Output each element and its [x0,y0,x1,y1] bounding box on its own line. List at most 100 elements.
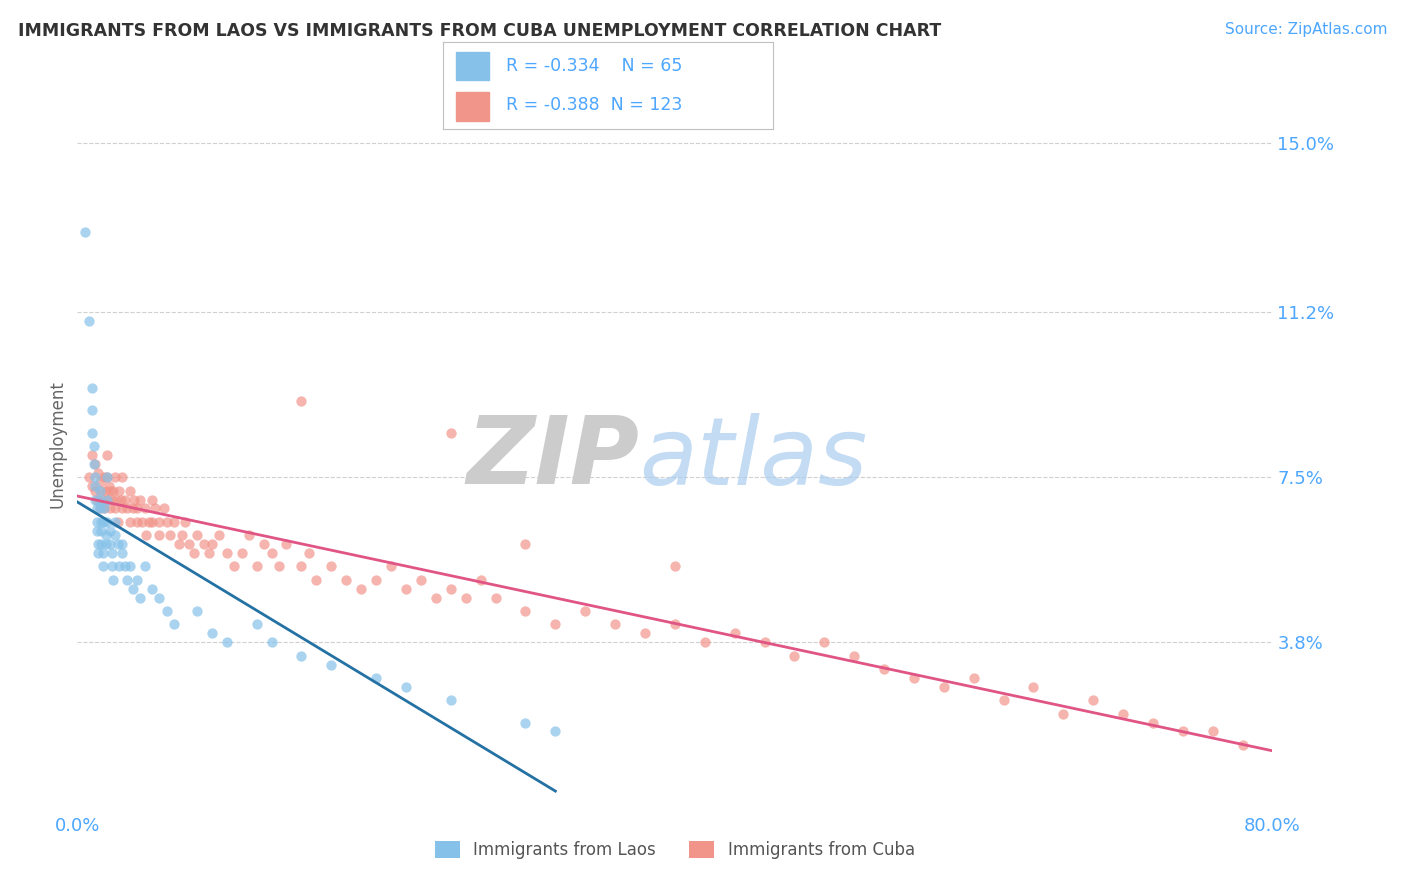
Point [111,537,134,551]
Point [544,724,567,739]
Point [84,492,107,507]
Point [515,715,537,730]
Point [141,515,163,529]
Point [174,515,197,529]
Point [86,524,108,538]
Point [89,483,111,498]
Point [98,483,121,498]
Point [96,492,118,507]
Point [231,546,253,560]
Point [107,515,129,529]
Point [84,479,107,493]
Point [94,483,117,498]
Point [380,559,402,574]
Point [83,457,105,471]
Point [98,501,121,516]
Point [873,662,896,676]
Point [104,501,127,516]
Point [83,439,105,453]
Text: Source: ZipAtlas.com: Source: ZipAtlas.com [1225,22,1388,37]
Point [515,604,537,618]
Legend: Immigrants from Laos, Immigrants from Cuba: Immigrants from Laos, Immigrants from Cu… [429,834,921,866]
Point [115,573,138,587]
Point [156,604,179,618]
Point [260,635,283,649]
Point [321,559,343,574]
Point [201,537,224,551]
Point [783,648,806,663]
Point [134,559,156,574]
Bar [456,92,489,120]
Point [1142,715,1164,730]
Point [111,501,134,516]
Point [1083,693,1105,707]
Point [903,671,925,685]
Point [90,483,112,498]
Point [82,448,104,462]
Point [183,546,205,560]
Point [108,559,131,574]
Point [79,314,101,328]
Bar [456,52,489,80]
Point [104,515,127,529]
Point [87,537,110,551]
Point [90,515,112,529]
Point [89,475,111,489]
Point [170,528,193,542]
Point [89,501,111,516]
Point [111,546,134,560]
Point [104,470,127,484]
Point [148,515,170,529]
Point [82,425,104,440]
Point [127,515,149,529]
Point [87,466,110,480]
Point [470,573,492,587]
Point [574,604,596,618]
Point [91,492,114,507]
Text: R = -0.388  N = 123: R = -0.388 N = 123 [506,96,682,114]
Point [179,537,201,551]
Text: ZIP: ZIP [467,412,640,505]
Text: IMMIGRANTS FROM LAOS VS IMMIGRANTS FROM CUBA UNEMPLOYMENT CORRELATION CHART: IMMIGRANTS FROM LAOS VS IMMIGRANTS FROM … [18,22,942,40]
Point [93,501,115,516]
Point [129,492,152,507]
Point [290,648,312,663]
Point [86,501,108,516]
Point [118,515,141,529]
Point [1232,738,1254,752]
Point [246,559,269,574]
Point [605,617,627,632]
Point [94,537,117,551]
Point [134,501,156,516]
Point [96,448,118,462]
Point [298,546,321,560]
Point [350,582,373,596]
Point [87,546,110,560]
Point [253,537,276,551]
Point [335,573,357,587]
Point [107,537,129,551]
Point [148,528,170,542]
Point [167,537,190,551]
Point [1112,706,1135,721]
Point [186,604,208,618]
Point [215,546,238,560]
Point [724,626,747,640]
Point [82,479,104,493]
Point [84,457,107,471]
Point [103,483,124,498]
Point [148,591,170,605]
Point [485,591,508,605]
Point [440,693,463,707]
Point [395,680,418,694]
Point [104,528,127,542]
Point [215,635,238,649]
Point [100,559,122,574]
Point [932,680,955,694]
Point [98,524,121,538]
Point [129,591,152,605]
Point [98,537,121,551]
Point [96,470,118,484]
Point [276,537,298,551]
Point [1022,680,1045,694]
